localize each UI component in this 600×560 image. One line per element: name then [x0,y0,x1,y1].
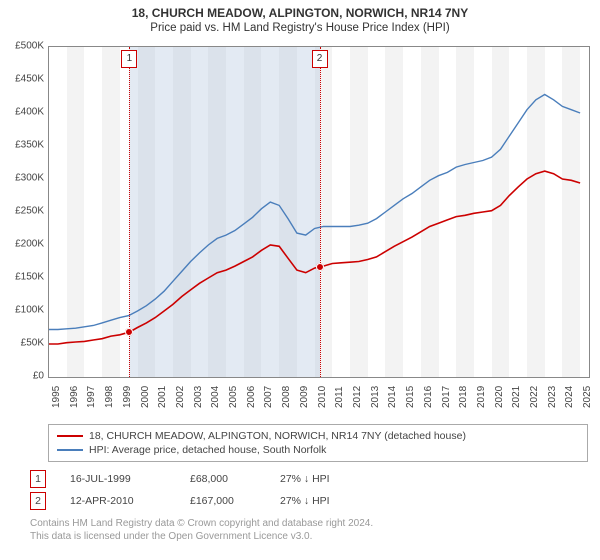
x-tick-label: 2008 [281,386,292,408]
event-line [320,47,321,377]
x-tick-label: 2002 [175,386,186,408]
legend-item: HPI: Average price, detached house, Sout… [57,443,579,457]
event-table-date: 12-APR-2010 [70,495,190,507]
x-tick-label: 2004 [210,386,221,408]
y-tick-label: £400K [15,107,44,118]
event-table-badge: 1 [30,470,46,488]
event-table-rel: 27% ↓ HPI [280,473,380,485]
x-tick-label: 2021 [511,386,522,408]
x-tick-label: 2009 [299,386,310,408]
x-tick-label: 2015 [405,386,416,408]
y-tick-label: £300K [15,173,44,184]
event-table-row: 1 16-JUL-1999£68,00027% ↓ HPI [30,468,380,490]
event-table-price: £167,000 [190,495,280,507]
event-badge: 2 [312,50,328,68]
x-tick-label: 2019 [476,386,487,408]
legend-item: 18, CHURCH MEADOW, ALPINGTON, NORWICH, N… [57,429,579,443]
x-tick-label: 2020 [494,386,505,408]
y-tick-label: £450K [15,74,44,85]
x-tick-label: 2001 [157,386,168,408]
event-table: 1 16-JUL-1999£68,00027% ↓ HPI 2 12-APR-2010… [30,468,380,512]
attribution: Contains HM Land Registry data © Crown c… [30,518,373,543]
x-tick-label: 2022 [529,386,540,408]
legend-swatch [57,449,83,451]
y-tick-label: £250K [15,206,44,217]
legend-label: HPI: Average price, detached house, Sout… [89,444,326,456]
x-tick-label: 2006 [246,386,257,408]
x-tick-label: 2016 [423,386,434,408]
x-tick-label: 2007 [263,386,274,408]
x-tick-label: 2012 [352,386,363,408]
event-marker [316,263,324,271]
legend-swatch [57,435,83,437]
event-marker [125,328,133,336]
x-tick-label: 2024 [564,386,575,408]
y-tick-label: £350K [15,140,44,151]
y-tick-label: £0 [33,371,44,382]
event-badge: 1 [121,50,137,68]
y-tick-label: £500K [15,41,44,52]
x-tick-label: 2014 [387,386,398,408]
x-tick-label: 1995 [51,386,62,408]
y-tick-label: £50K [21,338,44,349]
x-tick-label: 2010 [317,386,328,408]
attribution-line: Contains HM Land Registry data © Crown c… [30,518,373,531]
x-tick-label: 2005 [228,386,239,408]
chart-container: 18, CHURCH MEADOW, ALPINGTON, NORWICH, N… [0,0,600,560]
event-table-badge: 2 [30,492,46,510]
y-tick-label: £150K [15,272,44,283]
x-tick-label: 2025 [582,386,593,408]
x-tick-label: 2013 [370,386,381,408]
x-tick-label: 1996 [69,386,80,408]
x-tick-label: 2017 [441,386,452,408]
event-table-rel: 27% ↓ HPI [280,495,380,507]
x-tick-label: 2018 [458,386,469,408]
x-tick-label: 2011 [334,386,345,408]
plot-area [48,46,590,378]
x-tick-label: 1999 [122,386,133,408]
y-tick-label: £100K [15,305,44,316]
chart-subtitle: Price paid vs. HM Land Registry's House … [0,20,600,38]
x-tick-label: 1998 [104,386,115,408]
y-tick-label: £200K [15,239,44,250]
attribution-line: This data is licensed under the Open Gov… [30,531,373,544]
x-tick-label: 2023 [547,386,558,408]
event-table-date: 16-JUL-1999 [70,473,190,485]
event-table-price: £68,000 [190,473,280,485]
chart-title: 18, CHURCH MEADOW, ALPINGTON, NORWICH, N… [0,0,600,20]
x-tick-label: 2000 [140,386,151,408]
legend: 18, CHURCH MEADOW, ALPINGTON, NORWICH, N… [48,424,588,462]
legend-label: 18, CHURCH MEADOW, ALPINGTON, NORWICH, N… [89,430,466,442]
x-tick-label: 1997 [86,386,97,408]
x-tick-label: 2003 [193,386,204,408]
event-table-row: 2 12-APR-2010£167,00027% ↓ HPI [30,490,380,512]
